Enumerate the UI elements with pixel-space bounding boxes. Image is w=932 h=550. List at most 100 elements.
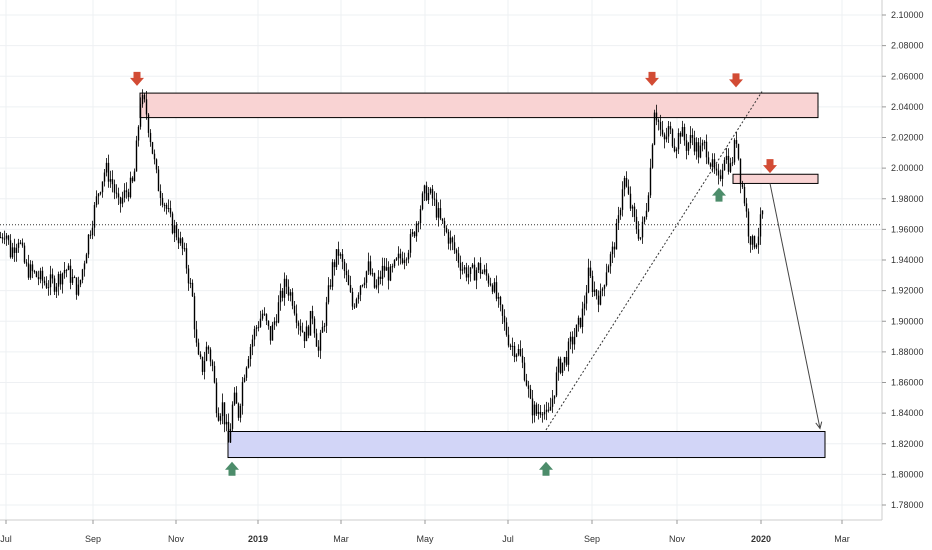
candle-body (305, 326, 308, 342)
candle-body (429, 188, 432, 193)
candle-body (467, 273, 470, 278)
candle-body (173, 225, 176, 234)
candle-body (465, 267, 468, 278)
candles (0, 89, 764, 444)
candle-body (607, 266, 610, 273)
candle-body (43, 280, 46, 284)
candle-body (413, 232, 416, 237)
x-tick-label: Nov (168, 534, 185, 544)
candle-body (351, 291, 354, 307)
candle-body (455, 250, 458, 254)
candle-body (531, 398, 534, 416)
candle-body (525, 380, 528, 386)
candle-body (3, 238, 6, 240)
candle-body (165, 204, 168, 209)
candle-body (391, 266, 394, 268)
candle-body (621, 189, 624, 210)
candle-body (337, 249, 340, 256)
candle-body (311, 310, 314, 319)
candle-body (129, 177, 132, 198)
candle-body (99, 192, 102, 194)
candle-body (439, 208, 442, 219)
candle-body (713, 159, 716, 169)
candle-body (477, 262, 480, 271)
candle-body (509, 345, 512, 347)
candle-body (333, 262, 336, 268)
candle-body (661, 129, 664, 135)
candle-body (733, 140, 736, 163)
candle-body (461, 269, 464, 271)
y-tick-label: 1.78000 (891, 500, 924, 510)
y-tick-label: 1.80000 (891, 469, 924, 479)
time-axis[interactable]: Jul Sep Nov 2019 Mar May Jul Sep Nov 2020 Mar (0, 520, 850, 544)
candle-body (61, 273, 64, 285)
candle-body (271, 324, 274, 341)
candle-body (685, 140, 688, 151)
candle-body (683, 127, 686, 141)
candle-body (399, 253, 402, 259)
y-tick-label: 1.96000 (891, 224, 924, 234)
candle-body (127, 192, 130, 198)
candle-body (491, 285, 494, 292)
candle-body (513, 345, 516, 358)
candle-body (323, 325, 326, 327)
candle-body (483, 269, 486, 273)
candle-body (739, 158, 742, 185)
candle-body (255, 327, 258, 330)
candle-body (557, 358, 560, 373)
candle-body (653, 112, 656, 145)
candle-body (141, 94, 144, 105)
candle-body (449, 237, 452, 244)
candle-body (229, 428, 232, 443)
candle-body (517, 349, 520, 355)
candle-body (473, 264, 476, 281)
candle-body (111, 179, 114, 185)
candle-body (697, 142, 700, 158)
candle-body (143, 94, 146, 100)
candle-body (23, 245, 26, 263)
candle-body (755, 245, 758, 248)
candle-body (565, 357, 568, 365)
markers (130, 71, 777, 476)
candle-body (35, 271, 38, 277)
candle-body (395, 258, 398, 260)
candle-body (679, 132, 682, 137)
candle-body (243, 377, 246, 382)
candle-body (761, 210, 764, 215)
candle-body (595, 289, 598, 296)
candle-body (33, 271, 36, 273)
candle-body (441, 218, 444, 221)
candle-body (315, 333, 318, 347)
candle-body (101, 181, 104, 193)
candle-body (73, 277, 76, 279)
candle-body (597, 295, 600, 305)
candle-body (261, 313, 264, 319)
candle-body (179, 238, 182, 244)
price-axis[interactable]: 1.78000 1.80000 1.82000 1.84000 1.86000 1.880… (882, 10, 924, 510)
candle-body (579, 317, 582, 327)
candle-body (303, 331, 306, 342)
candle-body (307, 326, 310, 336)
candle-body (201, 356, 204, 372)
candle-body (563, 357, 566, 363)
candle-body (469, 267, 472, 274)
candle-body (419, 209, 422, 224)
candle-body (253, 329, 256, 340)
candle-body (643, 217, 646, 222)
candle-body (631, 206, 634, 209)
x-tick-label: Jul (502, 534, 514, 544)
candle-body (637, 229, 640, 239)
candle-body (443, 220, 446, 228)
candle-body (197, 342, 200, 355)
candle-body (11, 247, 14, 258)
candle-body (367, 261, 370, 272)
candle-body (219, 416, 222, 421)
candle-body (505, 322, 508, 335)
x-tick-label: Sep (584, 534, 600, 544)
candle-body (183, 248, 186, 250)
candle-body (281, 290, 284, 298)
candle-body (231, 404, 234, 429)
candle-body (711, 159, 714, 167)
candle-body (383, 265, 386, 271)
